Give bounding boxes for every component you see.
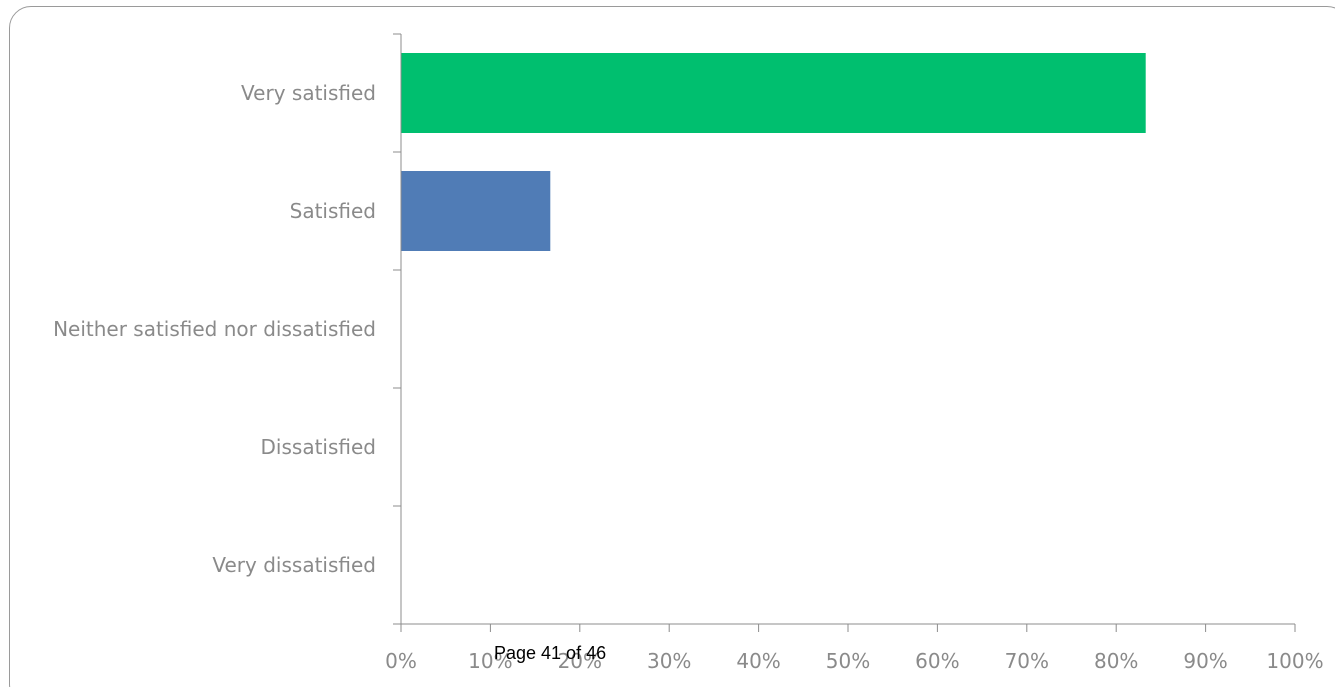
page-number: Page 41 of 46 xyxy=(494,643,607,663)
x-tick-label: 100% xyxy=(1266,649,1323,673)
axis-layer xyxy=(393,33,1296,632)
x-tick-label: 20% xyxy=(558,649,602,673)
x-tick-label: 0% xyxy=(385,649,417,673)
x-tick-label: 60% xyxy=(915,649,959,673)
x-tick-label: 30% xyxy=(647,649,691,673)
x-tick-label: 70% xyxy=(1005,649,1049,673)
bars-layer xyxy=(401,53,1146,251)
x-tick-label: 40% xyxy=(736,649,780,673)
x-tick-label: 90% xyxy=(1183,649,1227,673)
category-label: Dissatisfied xyxy=(261,435,376,459)
bar-1 xyxy=(401,171,551,251)
category-label: Very dissatisfied xyxy=(212,553,376,577)
labels-layer: 0% 10% 20% 30% 40% 50% 60% 70% 80% 90% 100% Very sa… xyxy=(53,81,1324,673)
x-tick-label: 80% xyxy=(1094,649,1138,673)
category-label: Very satisfied xyxy=(241,81,376,105)
x-tick-label: 50% xyxy=(826,649,870,673)
bar-0 xyxy=(401,53,1146,133)
category-label: Satisfied xyxy=(290,199,376,223)
x-tick-label: 10% xyxy=(468,649,512,673)
category-label: Neither satisfied nor dissatisfied xyxy=(53,317,376,341)
